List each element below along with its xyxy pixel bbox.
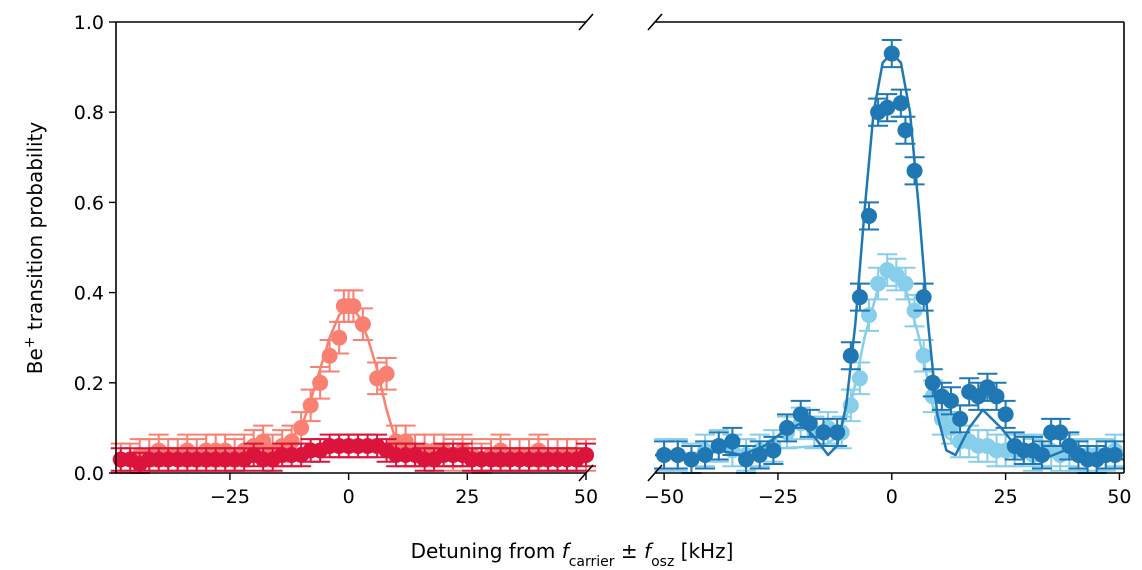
right-axis-break-mark [647,13,663,31]
y-axis-label-sup: + [22,336,38,348]
left-x-tick-label: 50 [574,486,598,508]
right-x-tick-label: 0 [886,486,898,508]
y-tick-label: 1.0 [74,12,104,34]
right-data-point [892,95,909,112]
y-axis-label: Be+ transition probability [22,122,47,375]
x-axis-label-f2: f [644,539,654,563]
right-data-point [897,275,914,292]
y-tick-label: 0.2 [74,373,104,395]
x-axis-label-sub2: osz [651,554,674,570]
right-data-point [851,289,868,306]
left-data-point [578,446,594,463]
right-fit-line [654,52,1125,461]
left-data-point [345,298,362,315]
right-plot-area [654,39,1125,474]
right-data-point [724,433,741,450]
y-tick-label: 0.6 [74,192,104,214]
left-fit-line [115,304,587,457]
x-axis-label: Detuning from fcarrier ± fosz [kHz] [411,539,734,570]
right-data-point [897,122,914,139]
right-data-point [997,406,1014,423]
right-data-point [829,424,846,441]
x-axis-label-pre: Detuning from [411,539,562,563]
right-data-point [710,437,727,454]
right-x-tick-label: −25 [758,486,798,508]
right-data-point [1106,446,1123,463]
right-panel: −50 −25 0 25 50 [644,13,1132,508]
left-series-1 [110,433,596,474]
right-axes: −50 −25 0 25 50 [644,13,1132,508]
left-panel: −25 0 25 50 0.0 0.2 0.4 0.6 0.8 1.0 [74,12,598,508]
right-data-point [815,424,832,441]
right-data-point [765,442,782,459]
y-tick-label: 0.8 [74,102,104,124]
y-axis-label-main: Be [23,348,47,374]
right-data-point [879,99,896,116]
right-x-tick-label: −50 [644,486,684,508]
right-axis-break-mark [647,464,663,482]
x-axis-label-pm: ± [615,539,644,563]
right-x-tick-label: 25 [994,486,1018,508]
left-data-point [283,433,300,450]
y-tick-label: 0.0 [74,463,104,485]
right-data-point [801,415,818,432]
left-axis-break-mark [578,13,594,31]
x-axis-label-post: [kHz] [674,539,733,563]
left-x-tick-label: 25 [455,486,479,508]
left-data-point [331,329,348,346]
y-tick-label: 0.4 [74,283,104,305]
right-data-point [870,275,887,292]
left-data-point [378,365,395,382]
right-data-point [669,446,686,463]
x-axis-label-f1: f [562,539,572,563]
right-data-point [952,410,969,427]
left-x-tick-label: −25 [210,486,250,508]
left-axes: −25 0 25 50 0.0 0.2 0.4 0.6 0.8 1.0 [74,12,598,508]
x-axis-label-sub1: carrier [569,554,615,570]
right-series-1 [654,39,1125,474]
left-x-tick-label: 0 [343,486,355,508]
right-data-point [915,289,932,306]
right-data-point [751,446,768,463]
left-plot-area [110,289,596,474]
y-axis-label-rest: transition probability [23,122,47,337]
right-data-point [988,388,1005,405]
right-data-point [942,392,959,409]
right-x-tick-label: 50 [1107,486,1131,508]
